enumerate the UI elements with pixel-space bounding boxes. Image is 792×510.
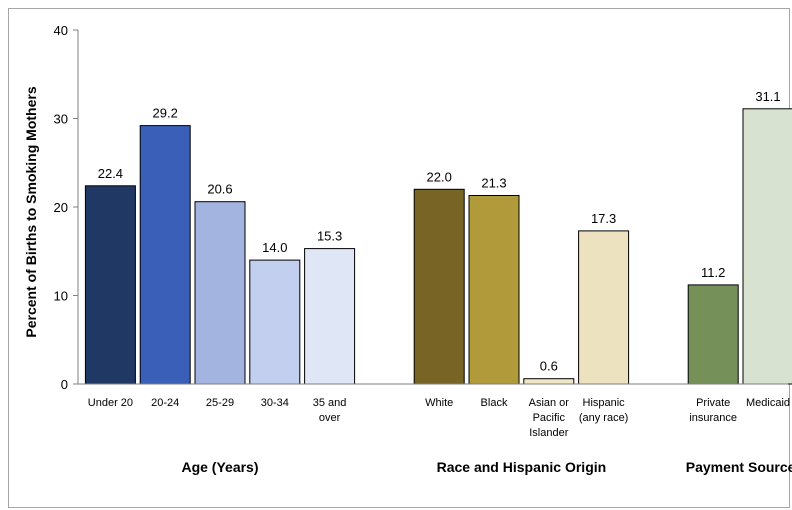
bar <box>304 248 356 385</box>
category-label: Private insurance <box>689 397 737 424</box>
category-label: Black <box>481 397 508 409</box>
data-label: 17.3 <box>591 211 616 226</box>
group-labels: Age (Years) Race and Hispanic Origin Payme… <box>181 459 792 475</box>
category-label-line: (any race) <box>579 412 629 424</box>
y-tick-label: 30 <box>54 112 68 127</box>
data-label: 11.2 <box>701 265 725 280</box>
bar <box>139 125 191 385</box>
category-label-line: White <box>425 397 453 409</box>
data-label: 0.6 <box>540 359 558 374</box>
category-label: White <box>425 397 453 409</box>
bar <box>84 185 136 385</box>
data-label: 20.6 <box>207 182 232 197</box>
bars <box>84 108 792 385</box>
category-label-line: Medicaid <box>746 397 790 409</box>
data-labels: 22.4 29.2 20.6 14.0 15.3 22.0 21.3 0.6 17.3 11.2 3… <box>98 89 781 374</box>
category-label-line: Asian or <box>529 397 570 409</box>
bar <box>523 378 575 385</box>
category-label-line: Private <box>696 397 730 409</box>
category-labels: Under 20 20-24 25-29 30-34 35 and over White Bl… <box>88 397 790 439</box>
y-tick-label: 0 <box>61 377 68 392</box>
data-label: 14.0 <box>262 240 287 255</box>
bar <box>249 259 301 385</box>
bar <box>687 284 739 385</box>
category-label-line: Pacific <box>533 412 566 424</box>
group-label: Age (Years) <box>181 459 258 475</box>
category-label: Asian or Pacific Islander <box>529 397 570 439</box>
bar <box>578 230 630 385</box>
category-label: 30-34 <box>261 397 289 409</box>
category-label-line: 20-24 <box>151 397 179 409</box>
bar <box>468 195 520 385</box>
category-label-line: 30-34 <box>261 397 289 409</box>
category-label: 35 and over <box>313 397 347 424</box>
category-label: Hispanic (any race) <box>579 397 629 424</box>
category-label-line: Black <box>481 397 508 409</box>
category-label-line: 35 and <box>313 397 347 409</box>
data-label: 22.4 <box>98 166 123 181</box>
y-tick-label: 10 <box>54 289 68 304</box>
category-label: 20-24 <box>151 397 179 409</box>
group-label: Payment Source <box>686 459 792 475</box>
data-label: 31.1 <box>755 89 780 104</box>
bar <box>194 201 246 385</box>
bar <box>413 188 465 385</box>
category-label-line: 25-29 <box>206 397 234 409</box>
category-label-line: Islander <box>529 427 568 439</box>
category-label-line: Under 20 <box>88 397 133 409</box>
data-label: 29.2 <box>153 106 178 121</box>
data-label: 21.3 <box>481 176 506 191</box>
group-label: Race and Hispanic Origin <box>437 459 607 475</box>
category-label-line: Hispanic <box>583 397 626 409</box>
category-label: 25-29 <box>206 397 234 409</box>
y-axis: 0 10 20 30 40 <box>54 23 79 392</box>
y-tick-label: 20 <box>54 200 68 215</box>
data-label: 15.3 <box>317 229 342 244</box>
chart-frame <box>8 8 790 508</box>
category-label: Under 20 <box>88 397 133 409</box>
data-label: 22.0 <box>427 169 452 184</box>
category-label-line: over <box>319 412 341 424</box>
category-label-line: insurance <box>689 412 737 424</box>
y-tick-label: 40 <box>54 23 68 38</box>
category-label: Medicaid <box>746 397 790 409</box>
y-axis-title: Percent of Births to Smoking Mothers <box>23 86 39 337</box>
bar <box>742 108 792 385</box>
